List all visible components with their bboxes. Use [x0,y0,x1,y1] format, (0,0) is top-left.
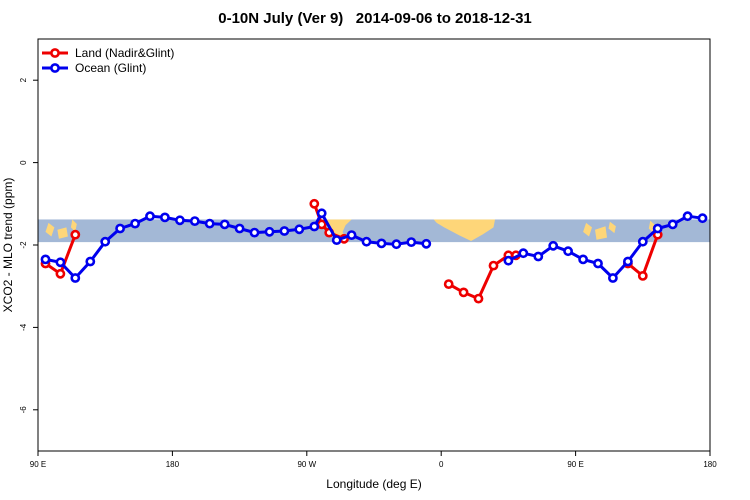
x-tick-label-3: 0 [439,460,444,469]
ocean-point-0-13 [234,223,245,234]
y-axis: 2 0 -2 -4 -6 [19,77,38,413]
ocean-point-0-7 [145,211,155,222]
land-point-3-1 [637,270,648,281]
ocean-point-0-17 [294,224,305,235]
ocean-point-1-8 [623,256,633,267]
y-tick-label-1: 0 [19,160,28,165]
legend-land-marker [50,48,60,58]
series-layer [40,198,708,304]
land-shape-0 [326,219,352,243]
land-point-2-0 [443,279,454,289]
ocean-point-0-6 [130,218,140,229]
ocean-point-0-23 [376,238,387,249]
chart-title: 0-10N July (Ver 9) 2014-09-06 to 2018-12… [218,10,532,27]
ocean-point-0-9 [174,215,185,226]
ocean-point-0-10 [189,216,200,226]
ocean-point-1-4 [563,246,573,257]
ocean-point-0-4 [100,236,111,247]
ocean-point-0-18 [309,221,320,232]
land-shape-1 [433,219,495,241]
y-axis-label: XCO2 - MLO trend (ppm) [1,178,15,313]
ocean-point-0-15 [264,226,275,237]
ocean-point-1-2 [533,251,544,262]
ocean-point-1-9 [637,236,648,247]
ocean-point-0-5 [115,223,125,234]
legend-land-label: Land (Nadir&Glint) [75,46,174,60]
land-shape-4 [70,219,77,232]
ocean-point-0-3 [85,256,96,267]
ocean-point-1-13 [697,213,708,224]
land-point-0-2 [70,229,81,240]
x-tick-label-0: 90 E [30,460,46,469]
ocean-point-0-14 [249,227,260,238]
ocean-point-0-16 [279,226,290,236]
ocean-point-1-0 [503,255,514,266]
ocean-point-0-25 [406,237,417,247]
y-tick-label-0: 2 [19,77,28,82]
ocean-point-1-3 [548,240,559,251]
land-shape-3 [57,227,68,239]
y-tick-label-2: -2 [19,241,28,249]
ocean-point-0-0 [40,254,51,265]
x-tick-label-1: 180 [166,460,180,469]
ocean-point-0-11 [204,218,215,229]
ocean-point-1-12 [682,211,693,222]
land-point-2-1 [458,287,469,298]
ocean-point-1-5 [578,254,588,265]
land-point-2-2 [473,293,484,304]
ocean-point-0-8 [159,212,170,223]
ocean-point-0-19 [316,208,327,219]
x-tick-label-5: 180 [703,460,717,469]
ocean-point-1-11 [667,219,678,230]
plot-frame [37,38,711,452]
legend-ocean-label: Ocean (Glint) [75,61,146,75]
ocean-point-0-22 [361,236,372,247]
y-tick-label-4: -6 [19,406,28,414]
ocean-point-0-2 [70,273,81,283]
ocean-point-0-20 [331,235,342,245]
legend: Land (Nadir&Glint)Ocean (Glint) [42,46,174,75]
land-point-0-1 [55,268,66,279]
ocean-point-1-1 [518,248,529,259]
land-shape-2 [45,222,55,237]
x-axis-label: Longitude (deg E) [326,477,421,491]
ocean-point-1-6 [593,258,603,269]
x-tick-label-4: 90 E [567,460,583,469]
legend-ocean-marker [50,63,60,73]
ocean-point-0-26 [421,238,432,249]
land-shape-7 [608,221,616,234]
land-point-1-0 [309,198,320,209]
ocean-point-1-10 [652,223,663,234]
ocean-point-0-12 [219,219,230,230]
x-tick-label-2: 90 W [297,460,316,469]
land-point-2-3 [488,260,499,271]
land-shape-5 [583,222,592,237]
x-axis: 90 E 180 90 W 0 90 E 180 [30,451,717,469]
y-tick-label-3: -4 [19,323,28,331]
ocean-point-0-21 [346,230,357,240]
ocean-point-0-1 [55,257,66,268]
ocean-point-0-24 [391,239,402,250]
land-shape-6 [595,226,607,240]
ocean-point-1-7 [608,273,618,283]
